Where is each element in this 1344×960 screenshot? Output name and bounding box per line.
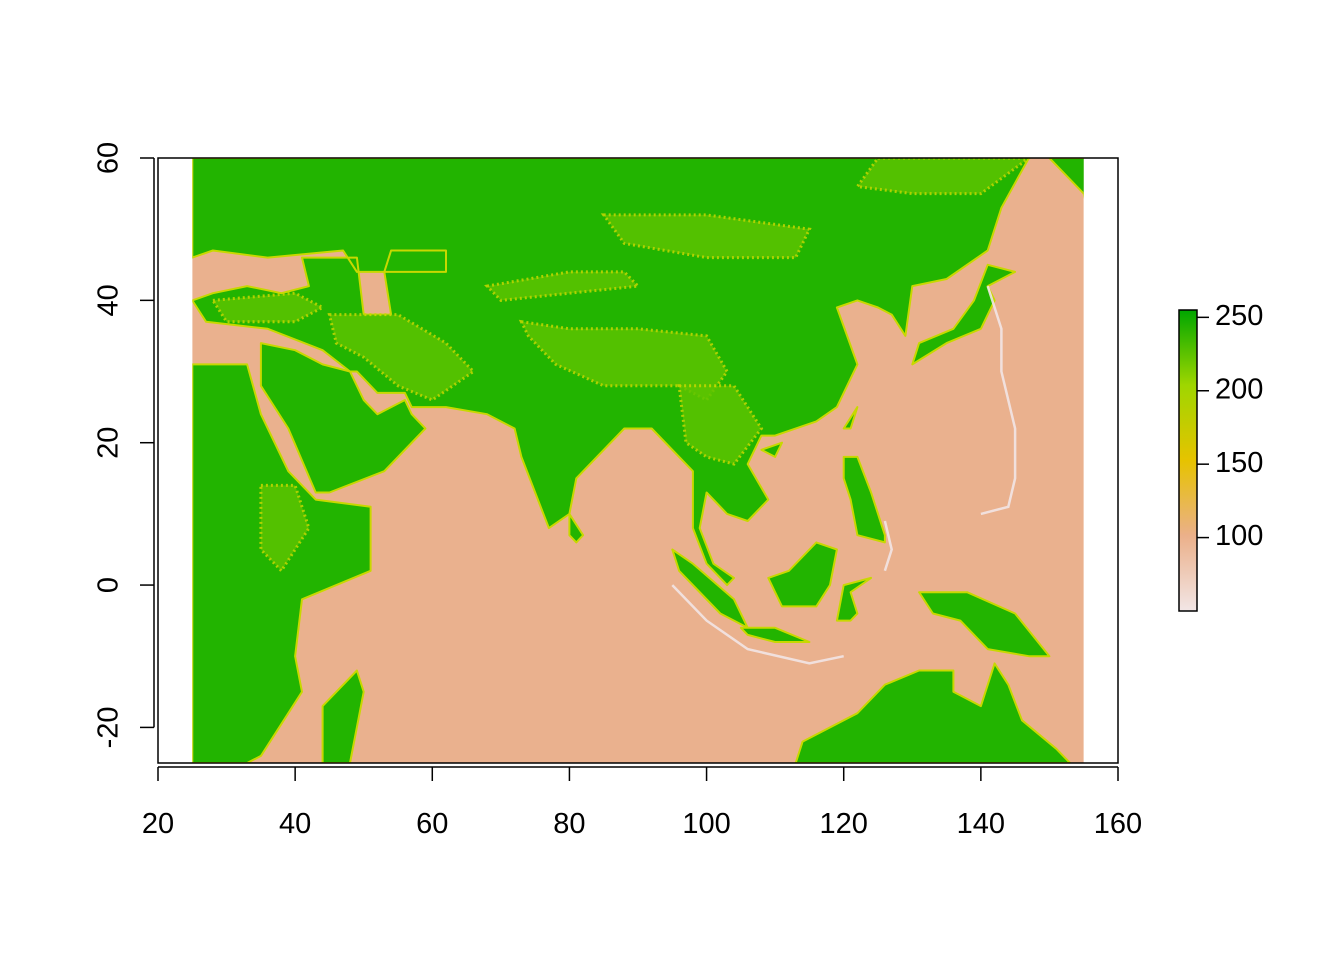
ocean-trench-3 [671, 584, 844, 665]
highland-tibet [518, 319, 729, 402]
highland-siberia-east [854, 158, 1032, 196]
land-java [739, 626, 811, 643]
highland-altai-mongolia [600, 213, 812, 260]
colorbar-tick-label: 250 [1215, 300, 1263, 332]
x-tick-label: 80 [553, 808, 585, 840]
highland-indochina-hills [677, 384, 764, 466]
x-tick-label: 20 [142, 808, 174, 840]
land-hainan [760, 441, 783, 458]
land-philippines [842, 455, 886, 544]
y-tick-label: 20 [93, 427, 125, 459]
colorbar-tick-label: 100 [1215, 520, 1263, 552]
land-sulawesi [835, 576, 873, 622]
land-madagascar [321, 669, 365, 763]
x-tick-label: 160 [1094, 808, 1142, 840]
raster-image [192, 158, 1084, 763]
y-tick-label: 0 [93, 577, 125, 593]
x-tick-label: 140 [957, 808, 1005, 840]
land-kamchatka [1048, 158, 1084, 198]
land-srilanka [568, 512, 585, 544]
plot-frame [157, 157, 1119, 764]
highland-east-africa-rift [259, 483, 311, 574]
land-australia [794, 662, 1071, 763]
colorbar-tick-label: 150 [1215, 447, 1263, 479]
x-tick-label: 60 [416, 808, 448, 840]
land-borneo [767, 541, 838, 608]
highland-tien-shan [484, 270, 642, 302]
highland-anatolia [210, 291, 326, 324]
y-axis: -20 0 20 40 60 [93, 142, 155, 748]
y-tick-label: 60 [93, 142, 125, 174]
x-tick-label: 120 [820, 808, 868, 840]
x-tick-label: 40 [279, 808, 311, 840]
colorbar-tick-label: 200 [1215, 373, 1263, 405]
x-tick-label: 100 [682, 808, 730, 840]
x-axis: 20 40 60 80 100 120 140 160 [142, 766, 1142, 840]
highland-iran-plateau [327, 313, 476, 402]
land-newguinea [918, 591, 1051, 658]
colorbar-legend: 100 150 200 250 [1178, 300, 1263, 612]
colorbar-gradient [1178, 309, 1198, 612]
land-arabia [259, 342, 427, 494]
y-tick-label: 40 [93, 284, 125, 316]
ocean-trench-2 [883, 520, 893, 572]
y-tick-label: -20 [93, 706, 125, 748]
land-taiwan [842, 406, 859, 430]
ocean-trench-1 [980, 285, 1017, 516]
